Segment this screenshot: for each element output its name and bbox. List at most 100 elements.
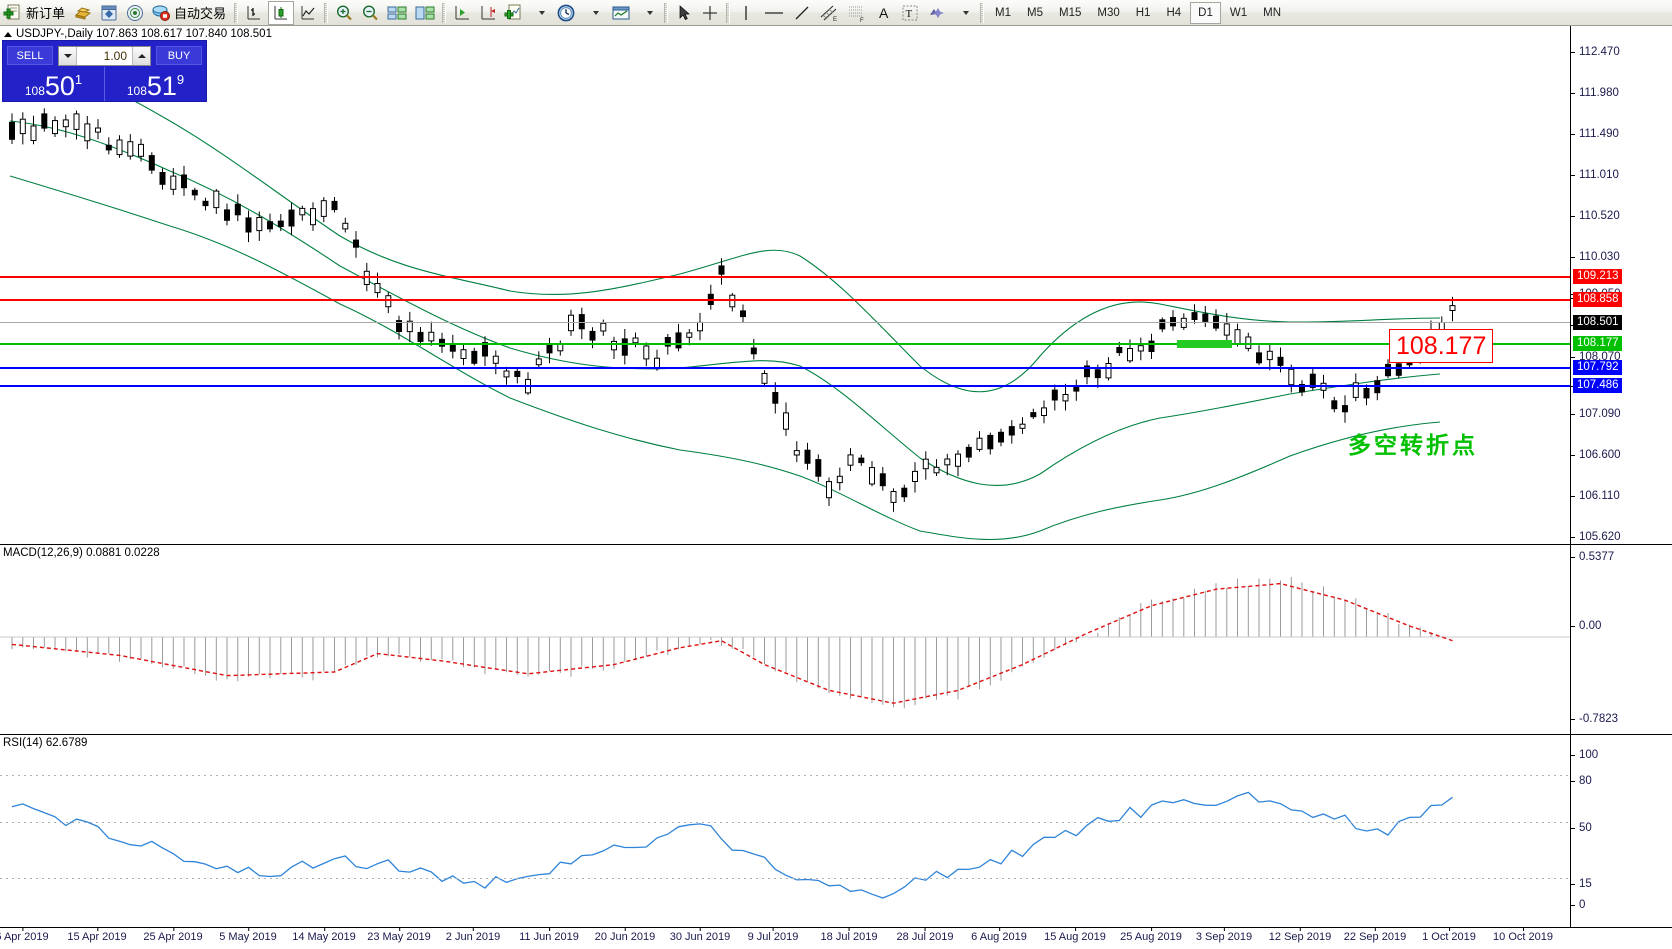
- timeframe-m1[interactable]: M1: [995, 6, 1012, 19]
- chart-shift-button[interactable]: [476, 1, 500, 25]
- objects-dropdown[interactable]: [952, 1, 976, 25]
- auto-trading-button[interactable]: 自动交易: [149, 1, 230, 25]
- volume-decrease-button[interactable]: [59, 46, 77, 65]
- price-label-107792[interactable]: 107.792: [1573, 360, 1622, 375]
- time-tick: 25 Aug 2019: [1120, 928, 1182, 943]
- text-label-button[interactable]: T: [898, 1, 922, 25]
- periods-button[interactable]: [554, 1, 580, 25]
- data-window-button[interactable]: [71, 1, 95, 25]
- chart-container[interactable]: 108.177 多空转折点 USDJPY-,Daily 107.863 108.…: [0, 26, 1672, 949]
- crosshair-button[interactable]: [698, 1, 722, 25]
- window-arrange-button[interactable]: [412, 1, 438, 25]
- price-label-107486[interactable]: 107.486: [1573, 378, 1622, 393]
- time-axis[interactable]: 6 Apr 2019 15 Apr 2019 25 Apr 2019 5 May…: [0, 927, 1672, 949]
- plus-document-icon: [3, 4, 20, 19]
- price-label-108858[interactable]: 108.858: [1573, 292, 1622, 307]
- trendline-button[interactable]: [790, 1, 814, 25]
- macd-axis[interactable]: 0.5377 0.00 -0.7823: [1570, 545, 1672, 734]
- buy-button[interactable]: BUY: [156, 46, 202, 65]
- resistance-line-108858[interactable]: [0, 299, 1570, 301]
- sell-price-prefix: 108: [24, 84, 45, 98]
- support-line-107792[interactable]: [0, 367, 1570, 369]
- sell-button[interactable]: SELL: [7, 46, 53, 65]
- auto-scroll-button[interactable]: [450, 1, 474, 25]
- indicators-button[interactable]: [502, 1, 526, 25]
- volume-increase-button[interactable]: [132, 46, 150, 65]
- resistance-line-109213[interactable]: [0, 276, 1570, 278]
- price-axis[interactable]: 112.470 111.980 111.490 111.010 110.520 …: [1570, 26, 1672, 544]
- price-label-108177[interactable]: 108.177: [1573, 336, 1622, 351]
- toolbar-separator: [234, 2, 239, 23]
- periods-dropdown[interactable]: [582, 1, 606, 25]
- tile-windows-button[interactable]: [384, 1, 410, 25]
- time-tick: 1 Oct 2019: [1422, 928, 1476, 943]
- chart-title: USDJPY-,Daily 107.863 108.617 107.840 10…: [16, 28, 272, 40]
- timeframe-w1[interactable]: W1: [1229, 6, 1248, 19]
- line-chart-button[interactable]: [296, 1, 320, 25]
- rsi-plot-area[interactable]: [0, 735, 1672, 927]
- svg-text:E: E: [833, 17, 837, 23]
- zoom-out-icon: [363, 4, 378, 20]
- vertical-line-button[interactable]: [734, 1, 758, 25]
- zoom-out-button[interactable]: [358, 1, 382, 25]
- templates-button[interactable]: [608, 1, 634, 25]
- terminal-button[interactable]: [123, 1, 147, 25]
- horizontal-line-button[interactable]: [760, 1, 788, 25]
- support-line-107486[interactable]: [0, 385, 1570, 387]
- time-tick: 28 Jul 2019: [896, 928, 954, 943]
- macd-plot-area[interactable]: [0, 545, 1672, 734]
- rsi-series: [11, 791, 1453, 899]
- price-pane[interactable]: 108.177 多空转折点 USDJPY-,Daily 107.863 108.…: [0, 26, 1672, 544]
- new-order-button[interactable]: 新订单: [1, 1, 69, 25]
- objects-button[interactable]: [924, 1, 950, 25]
- time-tick: 9 Jul 2019: [747, 928, 799, 943]
- price-plot-area[interactable]: 108.177 多空转折点: [0, 26, 1672, 544]
- sell-price[interactable]: 108 50 1: [3, 67, 105, 101]
- chevron-down-icon: [962, 10, 969, 15]
- buy-price[interactable]: 108 51 9: [105, 67, 206, 101]
- timeframe-d1[interactable]: D1: [1190, 1, 1221, 24]
- chevron-down-icon: [538, 10, 545, 15]
- horizontal-line-icon: [765, 11, 784, 14]
- chevron-down-icon: [646, 10, 653, 15]
- macd-tick: -0.7823: [1571, 713, 1618, 725]
- volume-input[interactable]: 1.00: [58, 45, 151, 66]
- pivot-line-108177[interactable]: [0, 343, 1570, 345]
- time-tick: 15 Aug 2019: [1044, 928, 1106, 943]
- current-price-line: [0, 322, 1570, 323]
- navigator-button[interactable]: [97, 1, 121, 25]
- equidistant-channel-button[interactable]: E: [816, 1, 842, 25]
- rsi-title: RSI(14) 62.6789: [3, 737, 88, 749]
- timeframe-m30[interactable]: M30: [1097, 6, 1120, 19]
- chevron-down-icon: [592, 10, 599, 15]
- bar-chart-button[interactable]: [242, 1, 266, 25]
- indicators-dropdown[interactable]: [528, 1, 552, 25]
- timeframe-m15[interactable]: M15: [1059, 6, 1082, 19]
- chart-collapse-arrow[interactable]: [4, 32, 12, 37]
- buy-price-prefix: 108: [126, 84, 147, 98]
- one-click-trading-panel[interactable]: SELL 1.00 BUY 108 50: [2, 40, 207, 102]
- gold-bars-icon: [74, 6, 92, 20]
- timeframe-h1[interactable]: H1: [1135, 6, 1151, 19]
- fibonacci-button[interactable]: F: [844, 1, 870, 25]
- timeframe-h4[interactable]: H4: [1166, 6, 1182, 19]
- templates-dropdown[interactable]: [636, 1, 660, 25]
- timeframe-m5[interactable]: M5: [1027, 6, 1043, 19]
- rsi-level-50: [0, 822, 1570, 823]
- rsi-pane[interactable]: RSI(14) 62.6789 100 80 50 15 0: [0, 734, 1672, 927]
- bar-chart-icon: [247, 5, 261, 19]
- candlestick-chart-button[interactable]: [268, 0, 295, 25]
- timeframe-mn[interactable]: MN: [1263, 6, 1281, 19]
- time-tick: 18 Jul 2019: [820, 928, 878, 943]
- macd-pane[interactable]: MACD(12,26,9) 0.0881 0.0228 0.5377 0.00 …: [0, 544, 1672, 734]
- zoom-in-button[interactable]: [332, 1, 356, 25]
- buy-price-main: 51: [146, 71, 177, 101]
- cursor-button[interactable]: [672, 1, 696, 25]
- price-callout-108177[interactable]: 108.177: [1389, 329, 1494, 363]
- volume-value[interactable]: 1.00: [103, 48, 127, 63]
- auto-scroll-icon: [455, 5, 470, 19]
- price-label-109213[interactable]: 109.213: [1573, 269, 1622, 284]
- text-button[interactable]: A: [872, 1, 896, 25]
- rsi-axis[interactable]: 100 80 50 15 0: [1570, 735, 1672, 927]
